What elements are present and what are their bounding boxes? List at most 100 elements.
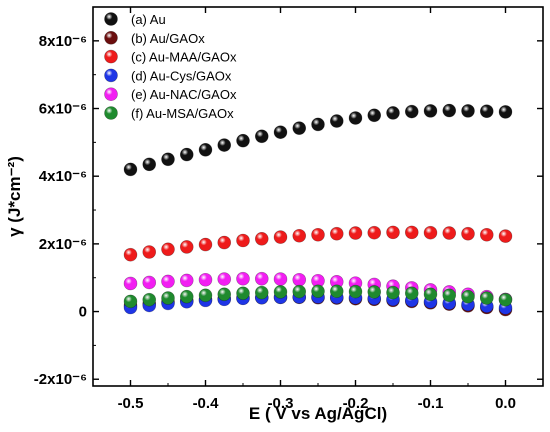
data-point bbox=[442, 226, 457, 240]
x-tick-label: -0.3 bbox=[268, 395, 294, 412]
data-point bbox=[423, 104, 438, 118]
legend: (a) Au (b) Au/GAOx (c) Au-MAA/GAOx (d) Au-C… bbox=[104, 12, 237, 121]
data-point bbox=[386, 225, 400, 240]
data-point bbox=[142, 275, 157, 290]
y-tick-label: 8x10⁻⁶ bbox=[39, 33, 87, 50]
data-point bbox=[461, 289, 475, 304]
data-point bbox=[498, 105, 513, 119]
y-tick-label: 2x10⁻⁶ bbox=[39, 236, 87, 253]
y-tick-label: 4x10⁻⁶ bbox=[39, 168, 87, 185]
data-point bbox=[179, 240, 194, 254]
y-tick-label: 6x10⁻⁶ bbox=[39, 101, 87, 118]
data-point bbox=[273, 285, 288, 299]
series-3-points bbox=[123, 225, 513, 262]
x-tick-label: -0.1 bbox=[418, 395, 444, 412]
data-point bbox=[198, 237, 213, 252]
data-point bbox=[348, 226, 363, 240]
data-point bbox=[123, 162, 138, 177]
axis-ticks bbox=[93, 7, 543, 386]
data-point bbox=[498, 292, 513, 307]
data-point bbox=[404, 286, 419, 301]
x-tick-label: -0.2 bbox=[343, 395, 369, 412]
series-1-points bbox=[123, 103, 513, 177]
data-point bbox=[498, 229, 513, 243]
data-point bbox=[329, 226, 344, 241]
data-point bbox=[254, 285, 269, 300]
x-tick-label: -0.4 bbox=[193, 395, 220, 412]
data-point bbox=[442, 103, 457, 118]
data-point bbox=[348, 284, 363, 299]
legend-marker bbox=[104, 12, 118, 26]
data-point bbox=[198, 288, 213, 303]
data-point bbox=[423, 225, 438, 240]
legend-marker bbox=[104, 30, 118, 45]
data-point bbox=[479, 227, 494, 242]
legend-label: (f) Au-MSA/GAOx bbox=[131, 106, 234, 121]
data-point bbox=[142, 292, 157, 307]
data-point bbox=[386, 106, 400, 120]
data-point bbox=[236, 233, 250, 248]
data-point bbox=[179, 273, 194, 288]
data-point bbox=[198, 272, 213, 287]
data-point bbox=[161, 242, 175, 257]
data-point bbox=[404, 104, 419, 119]
data-point bbox=[329, 284, 344, 299]
legend-label: (b) Au/GAOx bbox=[131, 31, 205, 46]
data-point bbox=[461, 226, 475, 241]
data-point bbox=[217, 287, 232, 302]
data-point bbox=[123, 276, 138, 291]
data-point bbox=[254, 231, 269, 246]
data-points bbox=[123, 103, 513, 317]
data-point bbox=[292, 272, 307, 287]
data-point bbox=[461, 104, 475, 118]
data-point bbox=[142, 245, 157, 259]
data-point bbox=[273, 125, 288, 140]
data-point bbox=[367, 108, 382, 123]
data-point bbox=[479, 104, 494, 119]
data-point bbox=[367, 285, 382, 299]
data-point bbox=[442, 288, 457, 303]
data-point bbox=[311, 284, 325, 299]
data-point bbox=[236, 271, 250, 286]
data-point bbox=[236, 286, 250, 301]
legend-marker bbox=[104, 106, 118, 120]
data-point bbox=[217, 272, 232, 286]
legend-label: (a) Au bbox=[131, 12, 166, 27]
data-point bbox=[292, 228, 307, 243]
x-tick-label: 0.0 bbox=[495, 395, 516, 412]
data-point bbox=[254, 129, 269, 144]
data-point bbox=[217, 235, 232, 250]
data-point bbox=[123, 247, 138, 262]
legend-marker bbox=[104, 68, 118, 83]
legend-marker bbox=[104, 87, 118, 101]
data-point bbox=[161, 291, 175, 305]
legend-label: (e) Au-NAC/GAOx bbox=[131, 87, 237, 102]
data-point bbox=[329, 114, 344, 128]
data-point bbox=[273, 272, 288, 286]
data-point bbox=[311, 227, 325, 242]
y-tick-label: -2x10⁻⁶ bbox=[34, 371, 87, 388]
y-tick-label: 0 bbox=[79, 304, 87, 321]
x-axis-title: E ( V vs Ag/AgCl) bbox=[249, 404, 387, 423]
data-point bbox=[236, 133, 250, 148]
data-point bbox=[292, 284, 307, 299]
data-point bbox=[292, 121, 307, 135]
data-point bbox=[479, 291, 494, 305]
data-point bbox=[386, 285, 400, 300]
data-point bbox=[161, 152, 175, 167]
data-point bbox=[254, 271, 269, 286]
data-point bbox=[142, 157, 157, 172]
data-point bbox=[198, 143, 213, 157]
data-point bbox=[179, 289, 194, 304]
plot-frame bbox=[92, 6, 544, 387]
data-point bbox=[123, 294, 138, 309]
legend-marker bbox=[104, 49, 118, 64]
data-point bbox=[423, 287, 438, 302]
data-point bbox=[311, 117, 325, 132]
legend-label: (c) Au-MAA/GAOx bbox=[131, 50, 237, 65]
data-point bbox=[161, 274, 175, 289]
data-point bbox=[404, 225, 419, 240]
series-6-points bbox=[123, 284, 513, 309]
legend-label: (d) Au-Cys/GAOx bbox=[131, 68, 232, 83]
